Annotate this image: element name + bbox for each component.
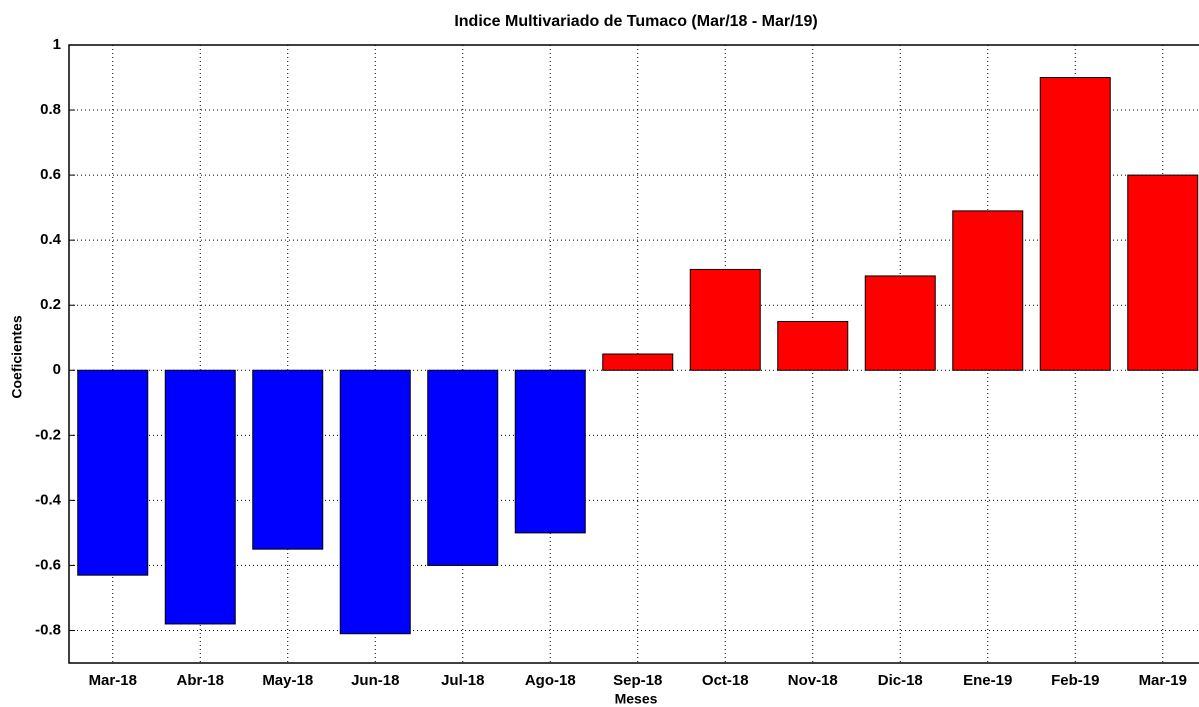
x-tick-label: Abr-18: [176, 672, 224, 689]
plot-frame: [68, 44, 1199, 664]
bar: [252, 369, 324, 550]
bar: [689, 268, 761, 371]
y-tick-label: 0.2: [40, 296, 61, 313]
bar: [339, 369, 411, 635]
bar: [164, 369, 236, 625]
x-tick-label: Dic-18: [878, 672, 923, 689]
bar: [77, 369, 149, 576]
chart-title: Indice Multivariado de Tumaco (Mar/18 - …: [454, 13, 817, 30]
x-tick-label: Sep-18: [613, 672, 662, 689]
y-tick-label: 0.8: [40, 101, 61, 118]
bar: [952, 210, 1024, 371]
x-tick-label: Feb-19: [1051, 672, 1099, 689]
y-tick-label: -0.8: [35, 621, 61, 638]
bar: [1127, 174, 1199, 371]
y-tick-label: 0.6: [40, 166, 61, 183]
bar: [1039, 77, 1111, 371]
x-tick-label: Nov-18: [788, 672, 838, 689]
y-tick-label: 0.4: [40, 231, 62, 248]
x-tick-label: Ago-18: [525, 672, 576, 689]
x-axis-label: Meses: [615, 691, 658, 707]
y-tick-label: 0: [53, 361, 61, 378]
bar: [864, 275, 936, 371]
x-tick-label: May-18: [262, 672, 313, 689]
bar: [777, 320, 849, 371]
x-tick-label: Ene-19: [963, 672, 1012, 689]
x-tick-label: Mar-19: [1139, 672, 1187, 689]
y-tick-label: -0.6: [35, 556, 61, 573]
y-tick-label: -0.4: [35, 491, 62, 508]
bar: [514, 369, 586, 534]
y-tick-label: 1: [53, 36, 61, 53]
x-tick-label: Jul-18: [441, 672, 484, 689]
x-tick-label: Jun-18: [351, 672, 399, 689]
y-axis-label: Coeficientes: [9, 315, 25, 398]
bar: [602, 353, 674, 371]
bar: [427, 369, 499, 566]
x-tick-label: Mar-18: [89, 672, 137, 689]
y-tick-label: -0.2: [35, 426, 61, 443]
x-tick-label: Oct-18: [702, 672, 749, 689]
